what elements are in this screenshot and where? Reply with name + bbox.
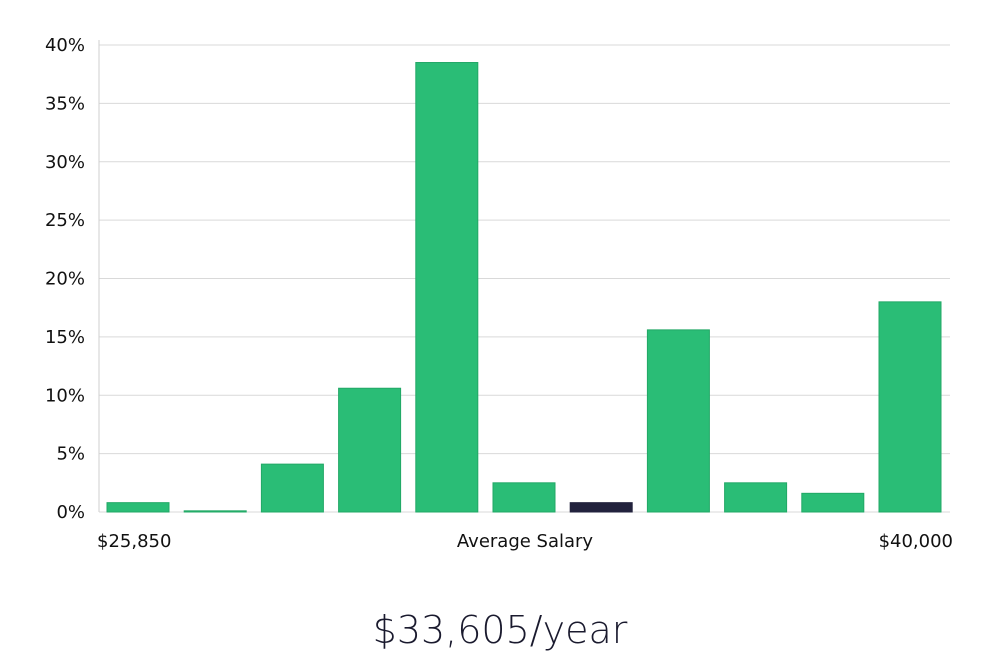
bar	[338, 387, 402, 513]
y-tick-label: 15%	[45, 327, 85, 348]
bar	[878, 301, 942, 513]
y-tick-label: 20%	[45, 269, 85, 290]
x-min-label: $25,850	[97, 531, 171, 552]
bar	[724, 482, 788, 513]
x-axis-title: Average Salary	[457, 531, 594, 552]
y-tick-label: 25%	[45, 210, 85, 231]
y-tick-label: 40%	[45, 35, 85, 56]
x-max-label: $40,000	[879, 531, 953, 552]
bar	[646, 329, 710, 513]
bar	[415, 62, 479, 513]
y-tick-label: 5%	[56, 444, 85, 465]
y-tick-label: 0%	[56, 502, 85, 523]
y-tick-label: 35%	[45, 93, 85, 114]
bar	[106, 502, 170, 513]
y-tick-labels: 0% 5% 10% 15% 20% 25% 30% 35% 40%	[45, 35, 85, 523]
grid-lines	[99, 44, 950, 513]
y-tick-label: 10%	[45, 385, 85, 406]
salary-histogram: 0% 5% 10% 15% 20% 25% 30% 35% 40% $25,850 Averag…	[45, 35, 953, 552]
bar	[801, 492, 865, 513]
bar	[492, 482, 556, 513]
y-tick-label: 30%	[45, 152, 85, 173]
bar	[183, 510, 247, 513]
bar	[260, 463, 324, 513]
bars	[106, 62, 942, 513]
bar-highlight	[569, 502, 633, 513]
average-salary-value: $33,605/year	[372, 608, 628, 652]
